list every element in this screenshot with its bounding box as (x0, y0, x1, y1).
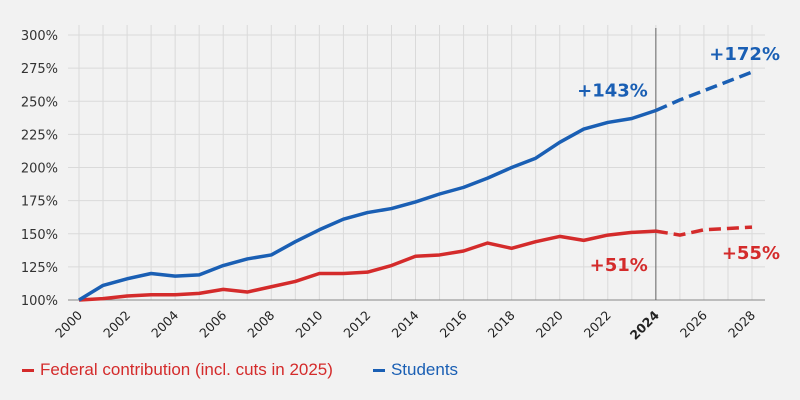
y-tick-label: 150% (21, 228, 58, 243)
x-tick-label: 2006 (196, 307, 229, 340)
series-line-1 (78, 108, 657, 302)
y-tick-label: 125% (21, 261, 58, 276)
legend: Federal contribution (incl. cuts in 2025… (22, 360, 458, 380)
legend-label-federal: Federal contribution (incl. cuts in 2025… (40, 360, 333, 379)
data-annotation: +51% (590, 255, 648, 276)
legend-item-students: Students (372, 360, 459, 380)
x-tick-label: 2028 (725, 307, 758, 340)
y-tick-label: 100% (21, 294, 58, 309)
y-tick-label: 200% (21, 162, 58, 177)
legend-swatch-federal (22, 368, 34, 372)
x-tick-label: 2008 (244, 307, 277, 340)
line-chart: 100% 125% 150% 175% 200% 225% 250% 275% 300% 2000… (21, 25, 780, 343)
data-annotation: +55% (722, 243, 780, 264)
x-tick-label: 2002 (100, 308, 133, 341)
legend-label-students: Students (390, 360, 459, 379)
x-tick-label: 2000 (52, 307, 85, 340)
x-tick-label: 2022 (581, 308, 614, 341)
x-tick-label: 2010 (292, 307, 325, 340)
x-tick-label: 2024 (627, 307, 662, 342)
x-tick-label: 2012 (340, 308, 373, 341)
data-annotation: +172% (709, 44, 780, 65)
data-annotation: +143% (577, 81, 648, 102)
y-tick-label: 225% (21, 128, 58, 143)
x-tick-label: 2016 (437, 307, 470, 340)
x-tick-label: 2026 (677, 307, 710, 340)
x-tick-label: 2018 (485, 307, 518, 340)
legend-item-federal: Federal contribution (incl. cuts in 2025… (22, 360, 333, 380)
y-tick-label: 250% (21, 95, 58, 110)
x-tick-label: 2004 (148, 307, 181, 340)
series-line-0 (78, 229, 656, 302)
legend-swatch-students (372, 368, 385, 372)
y-tick-label: 175% (21, 195, 58, 210)
y-tick-label: 275% (21, 62, 58, 77)
series-projection-0 (655, 225, 753, 237)
x-tick-label: 2020 (533, 307, 566, 340)
x-tick-label: 2014 (389, 307, 422, 340)
y-tick-label: 300% (21, 29, 58, 44)
